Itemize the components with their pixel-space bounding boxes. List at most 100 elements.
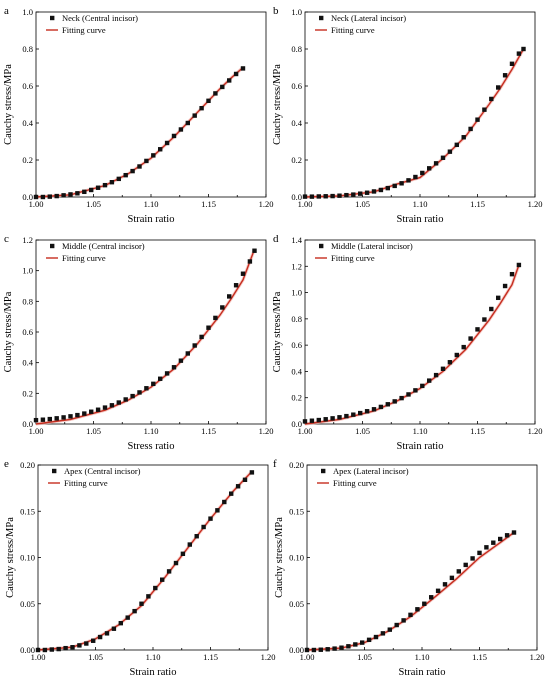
data-point xyxy=(521,46,526,52)
y-tick-label: 0.2 xyxy=(291,393,302,403)
data-point xyxy=(387,627,392,632)
data-point xyxy=(309,194,315,199)
data-point xyxy=(192,343,197,348)
chart-panel-c: c 1.00 1.05 1.10 1.15 1.20 0.0 0.2 0.4 0.6 0.8 1.0 1… xyxy=(3,233,273,452)
data-point xyxy=(116,400,121,405)
data-point xyxy=(132,608,137,614)
data-point xyxy=(137,164,142,169)
data-point xyxy=(130,168,135,174)
data-point xyxy=(249,470,255,475)
data-point xyxy=(82,411,87,416)
y-tick-label: 0.15 xyxy=(20,506,35,516)
chart-panel-f: f 1.00 1.05 1.10 1.15 1.20 0.00 0.05 0.10 0.15 0.2… xyxy=(273,458,544,678)
data-point xyxy=(213,91,218,96)
data-point xyxy=(378,404,384,410)
data-point xyxy=(47,194,52,199)
data-point xyxy=(302,194,308,199)
data-point xyxy=(399,395,404,401)
data-point xyxy=(470,556,475,561)
y-tick-label: 0.6 xyxy=(22,81,33,91)
data-point xyxy=(213,315,218,321)
data-point xyxy=(378,187,384,193)
y-tick-label: 0.05 xyxy=(289,599,304,609)
y-tick-label: 0.8 xyxy=(291,314,302,324)
data-point xyxy=(413,388,418,393)
data-point xyxy=(206,98,211,103)
x-axis-title: Stress ratio xyxy=(128,441,175,452)
x-tick-label: 1.15 xyxy=(201,426,216,436)
data-point xyxy=(484,545,489,550)
data-point xyxy=(435,588,441,593)
x-tick-label: 1.15 xyxy=(201,199,216,209)
data-point xyxy=(68,192,73,197)
x-tick-label: 1.20 xyxy=(528,426,543,436)
data-point xyxy=(360,640,365,645)
y-tick-label: 0.05 xyxy=(20,599,35,609)
y-axis-title: Cauchy stress/MPa xyxy=(274,517,285,598)
data-point xyxy=(346,644,351,649)
plot-frame xyxy=(304,11,536,198)
data-point xyxy=(454,142,459,148)
data-point xyxy=(125,615,130,620)
data-point xyxy=(130,393,135,399)
data-point xyxy=(63,645,68,651)
data-point xyxy=(75,191,80,196)
data-point xyxy=(40,194,46,200)
data-point xyxy=(415,607,420,612)
data-point xyxy=(498,536,503,542)
x-tick-label: 1.15 xyxy=(470,426,485,436)
x-tick-label: 1.20 xyxy=(528,199,543,209)
legend-label-fit: Fitting curve xyxy=(333,478,377,488)
data-point xyxy=(242,477,248,482)
data-point xyxy=(54,416,59,421)
legend-label-data: Neck (Lateral incisor) xyxy=(331,13,406,23)
x-tick-label: 1.00 xyxy=(29,199,44,209)
x-tick-label: 1.10 xyxy=(413,199,428,209)
y-tick-label: 0.6 xyxy=(22,327,33,337)
data-point xyxy=(475,327,480,332)
data-point xyxy=(111,626,117,631)
data-point xyxy=(380,631,386,636)
data-point xyxy=(420,170,425,176)
data-point xyxy=(385,185,390,191)
data-point xyxy=(123,172,128,178)
x-tick-label: 1.00 xyxy=(29,426,44,436)
data-point xyxy=(399,181,404,186)
data-point xyxy=(102,182,108,188)
panel-letter: c xyxy=(4,233,9,245)
data-point xyxy=(33,194,39,200)
data-point xyxy=(364,409,370,414)
data-point xyxy=(456,569,461,574)
x-tick-label: 1.20 xyxy=(530,652,545,662)
data-point xyxy=(385,402,390,407)
data-point xyxy=(406,178,411,183)
y-tick-label: 0.6 xyxy=(291,340,302,350)
data-point xyxy=(427,378,432,383)
data-point xyxy=(516,51,522,56)
data-point xyxy=(358,410,363,416)
y-tick-label: 0.0 xyxy=(291,419,302,429)
legend-marker xyxy=(50,15,55,21)
x-tick-label: 1.20 xyxy=(261,652,276,662)
plot-frame xyxy=(35,239,267,425)
y-tick-label: 1.0 xyxy=(22,266,33,276)
data-point xyxy=(144,158,149,164)
y-axis-title: Cauchy stress/MPa xyxy=(272,64,283,145)
data-point xyxy=(220,305,225,310)
data-point xyxy=(325,647,330,652)
data-point xyxy=(139,601,144,606)
data-point xyxy=(109,403,115,408)
fit-curve xyxy=(35,66,244,198)
y-axis-title: Cauchy stress/MPa xyxy=(3,291,14,372)
x-tick-label: 1.05 xyxy=(88,652,103,662)
data-point xyxy=(502,73,508,78)
data-point xyxy=(482,317,487,322)
y-tick-label: 0.15 xyxy=(289,506,304,516)
data-point xyxy=(489,96,494,102)
data-point xyxy=(118,620,123,626)
data-point xyxy=(102,405,108,410)
y-tick-label: 0.8 xyxy=(22,44,33,54)
x-tick-label: 1.00 xyxy=(298,426,313,436)
x-axis-title: Strain ratio xyxy=(128,214,175,225)
x-tick-label: 1.15 xyxy=(470,199,485,209)
